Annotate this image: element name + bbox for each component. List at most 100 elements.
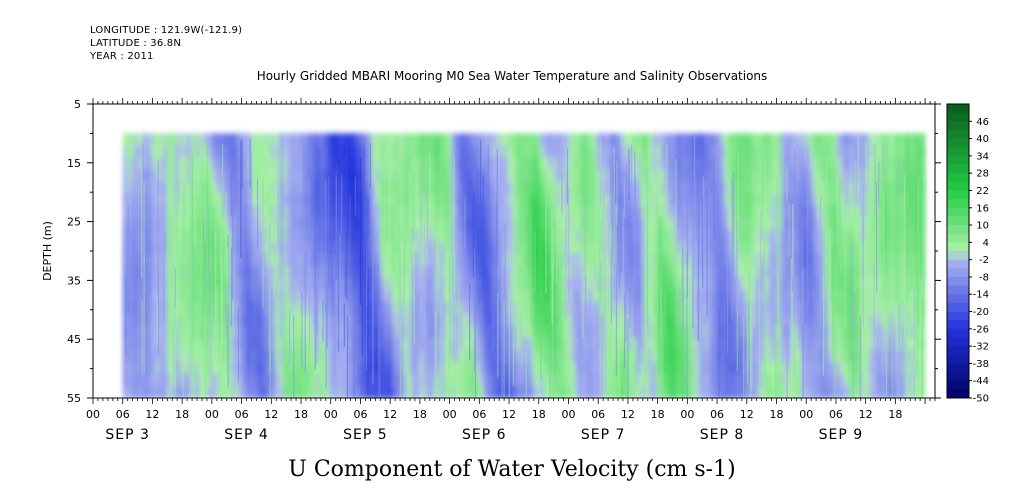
- colorbar-swatch: [947, 147, 969, 157]
- x-tick-label: 00: [680, 408, 694, 421]
- colorbar: 46 40 34 28 22 16 10 4 -2 -8 -14 -20 -26 -32 -38 -44 -50: [946, 103, 989, 405]
- colorbar-swatch: [947, 181, 969, 191]
- x-tick-label: 00: [86, 408, 100, 421]
- y-tick-label: 5: [74, 98, 81, 111]
- date-label: SEP 5: [343, 427, 388, 443]
- colorbar-swatch: [947, 328, 969, 338]
- heatmap: [122, 133, 926, 398]
- y-tick-label: 35: [67, 274, 81, 287]
- y-tick-label: 55: [67, 392, 81, 405]
- x-tick-label: 00: [443, 408, 457, 421]
- colorbar-swatch: [947, 389, 969, 399]
- colorbar-label: -32: [973, 342, 989, 353]
- x-tick-label: 18: [294, 408, 308, 421]
- colorbar-swatch: [947, 363, 969, 373]
- colorbar-swatch: [947, 242, 969, 252]
- colorbar-swatch: [947, 173, 969, 183]
- colorbar-swatch: [947, 294, 969, 304]
- date-label: SEP 6: [462, 427, 507, 443]
- colorbar-label: -50: [973, 394, 989, 405]
- x-tick-label: 18: [175, 408, 189, 421]
- colorbar-swatch: [947, 216, 969, 226]
- x-tick-label: 12: [740, 408, 754, 421]
- x-tick-label: 06: [591, 408, 605, 421]
- longitude-label: LONGITUDE : 121.9W(-121.9): [90, 25, 243, 36]
- colorbar-swatch: [947, 251, 969, 261]
- colorbar-label: 34: [976, 151, 989, 162]
- x-tick-label: 18: [770, 408, 784, 421]
- colorbar-label: 28: [976, 169, 989, 180]
- y-tick-label: 45: [67, 333, 81, 346]
- colorbar-swatch: [947, 354, 969, 364]
- colorbar-label: 10: [976, 221, 989, 232]
- x-tick-label: 06: [116, 408, 130, 421]
- x-tick-label: 06: [235, 408, 249, 421]
- colorbar-swatch: [947, 121, 969, 131]
- x-tick-label: 12: [502, 408, 516, 421]
- x-tick-label: 06: [353, 408, 367, 421]
- colorbar-label: -14: [973, 290, 989, 301]
- colorbar-label: 40: [976, 134, 989, 145]
- x-tick-label: 12: [383, 408, 397, 421]
- colorbar-swatch: [947, 104, 969, 114]
- x-tick-label: 18: [532, 408, 546, 421]
- colorbar-swatch: [947, 311, 969, 321]
- colorbar-label: -38: [973, 359, 989, 370]
- x-tick-label: 06: [710, 408, 724, 421]
- latitude-label: LATITUDE : 36.8N: [90, 38, 182, 49]
- y-tick-label: 15: [67, 157, 81, 170]
- colorbar-swatch: [947, 320, 969, 330]
- x-tick-label: 12: [145, 408, 159, 421]
- y-axis-label: DEPTH (m): [41, 221, 54, 281]
- colorbar-swatch: [947, 190, 969, 200]
- colorbar-label: -20: [973, 307, 989, 318]
- colorbar-swatch: [947, 346, 969, 356]
- year-label: YEAR : 2011: [90, 51, 154, 62]
- colorbar-label: -44: [973, 376, 989, 387]
- colorbar-swatch: [947, 164, 969, 174]
- colorbar-swatch: [947, 276, 969, 286]
- y-tick-label: 25: [67, 216, 81, 229]
- colorbar-label: -2: [979, 255, 989, 266]
- colorbar-swatch: [947, 380, 969, 390]
- colorbar-swatch: [947, 129, 969, 139]
- colorbar-swatch: [947, 138, 969, 148]
- x-tick-label: 12: [859, 408, 873, 421]
- colorbar-label: 22: [976, 186, 989, 197]
- x-tick-label: 18: [888, 408, 902, 421]
- x-tick-label: 00: [324, 408, 338, 421]
- colorbar-label: 4: [983, 238, 989, 249]
- axes: 5 15 25 35 45 55 00 06 12 18 00 06 12 18 00 06 12 18 00 06 1…: [67, 98, 941, 443]
- colorbar-swatch: [947, 372, 969, 382]
- colorbar-swatch: [947, 268, 969, 278]
- colorbar-label: -8: [979, 272, 989, 283]
- x-tick-label: 00: [561, 408, 575, 421]
- colorbar-label: 46: [976, 117, 989, 128]
- colorbar-swatch: [947, 207, 969, 217]
- colorbar-swatch: [947, 112, 969, 122]
- date-label: SEP 7: [581, 427, 626, 443]
- x-tick-label: 06: [472, 408, 486, 421]
- x-tick-label: 18: [413, 408, 427, 421]
- colorbar-swatch: [947, 285, 969, 295]
- x-axis-label: U Component of Water Velocity (cm s-1): [288, 457, 735, 482]
- colorbar-label: 16: [976, 203, 989, 214]
- colorbar-swatch: [947, 337, 969, 347]
- x-tick-label: 00: [799, 408, 813, 421]
- colorbar-swatch: [947, 155, 969, 165]
- x-tick-label: 18: [651, 408, 665, 421]
- colorbar-swatch: [947, 225, 969, 235]
- colorbar-swatch: [947, 199, 969, 209]
- date-label: SEP 8: [700, 427, 745, 443]
- x-tick-label: 12: [264, 408, 278, 421]
- x-tick-label: 06: [829, 408, 843, 421]
- colorbar-swatch: [947, 302, 969, 312]
- date-label: SEP 4: [224, 427, 269, 443]
- x-tick-label: 12: [621, 408, 635, 421]
- x-tick-label: 00: [205, 408, 219, 421]
- chart-title: Hourly Gridded MBARI Mooring M0 Sea Wate…: [257, 69, 768, 83]
- date-label: SEP 9: [819, 427, 864, 443]
- colorbar-swatch: [947, 233, 969, 243]
- date-label: SEP 3: [105, 427, 150, 443]
